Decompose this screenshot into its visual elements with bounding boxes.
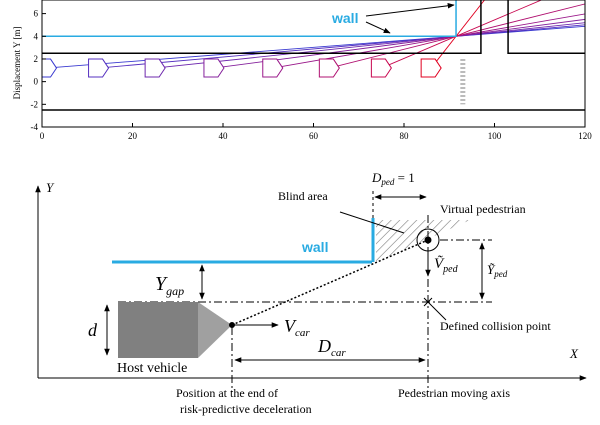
pedestrian-axis-label: Pedestrian moving axis <box>398 386 510 400</box>
host-vehicle-front <box>198 302 232 358</box>
y-tick-label: 4 <box>34 31 39 41</box>
d-ped-label: Dped = 1 <box>371 170 415 187</box>
vehicle <box>371 59 391 77</box>
y-tick-label: 2 <box>34 54 39 64</box>
figure: 0 20 40 60 80 100 120 -4 -2 0 2 4 6 wall Displacement… <box>0 0 600 425</box>
x-tick-label: 0 <box>40 131 45 141</box>
position-point <box>230 323 235 328</box>
x-tick-label: 100 <box>488 131 502 141</box>
d-car-label: Dcar <box>317 336 346 359</box>
y-gap-label: Ygap <box>155 273 184 298</box>
y-tick-label: 0 <box>34 77 39 87</box>
position-label: Position at the end of <box>176 386 278 400</box>
sight-ray <box>329 0 600 68</box>
x-tick-label: 120 <box>578 131 592 141</box>
leader <box>432 306 446 320</box>
x-tick-label: 40 <box>219 131 229 141</box>
y-tick-label: -4 <box>31 122 39 132</box>
diagram-labels: Y X Dped = 1 Blind area Virtual pedestri… <box>46 170 579 416</box>
virtual-pedestrian-label: Virtual pedestrian <box>440 202 526 216</box>
sight-line <box>232 240 428 325</box>
v-ped-label: Ṽped <box>434 255 459 275</box>
y-axis-label: Displacement Y [m] <box>12 27 22 100</box>
line <box>42 0 481 53</box>
d-label: d <box>88 320 98 340</box>
annotation-arrow <box>366 22 390 33</box>
vehicle <box>421 59 441 77</box>
v-car-label: Vcar <box>284 316 310 339</box>
chart: 0 20 40 60 80 100 120 -4 -2 0 2 4 6 wall <box>31 0 600 141</box>
sight-ray <box>273 0 600 68</box>
position-label: risk-predictive deceleration <box>180 402 312 416</box>
y-tick-label: 6 <box>34 9 39 19</box>
annotation-arrow <box>366 5 454 16</box>
vehicle <box>37 59 57 77</box>
wall-label: wall <box>301 239 328 255</box>
x-tick-label: 60 <box>309 131 319 141</box>
line <box>42 0 456 36</box>
vehicle <box>145 59 165 77</box>
vehicle <box>89 59 109 77</box>
y-axis-label: Y <box>46 180 55 195</box>
vehicle <box>204 59 224 77</box>
x-axis-label: X <box>569 346 579 361</box>
y-tick-label: -2 <box>31 99 39 109</box>
y-ped-label: Ỹped <box>487 262 508 279</box>
vehicle <box>263 59 283 77</box>
plot-area <box>37 0 600 110</box>
host-vehicle-label: Host vehicle <box>117 361 187 376</box>
x-tick-label: 20 <box>128 131 138 141</box>
plot-frame <box>42 0 585 127</box>
annotation: wall <box>331 10 358 26</box>
collision-point-label: Defined collision point <box>440 319 551 333</box>
host-vehicle <box>118 302 198 358</box>
vehicle <box>319 59 339 77</box>
x-tick-label: 80 <box>400 131 410 141</box>
blind-area-label: Blind area <box>278 189 328 203</box>
